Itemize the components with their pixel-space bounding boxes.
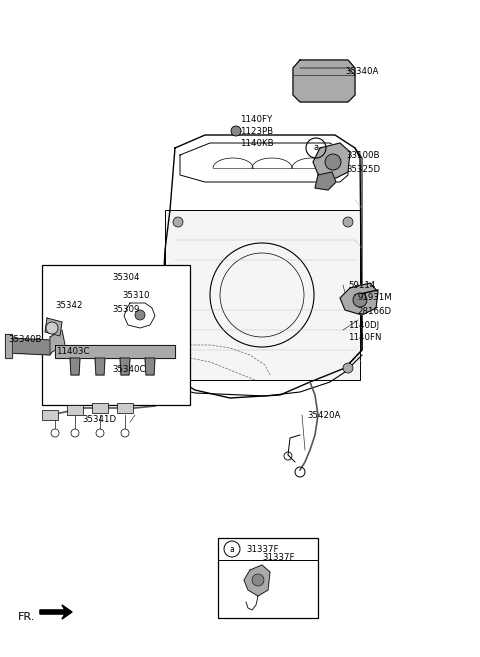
Polygon shape — [40, 605, 72, 619]
Text: 35340A: 35340A — [345, 68, 378, 76]
Circle shape — [343, 217, 353, 227]
Text: 35340C: 35340C — [112, 365, 145, 374]
Circle shape — [325, 154, 341, 170]
Polygon shape — [5, 334, 12, 358]
Circle shape — [173, 217, 183, 227]
Text: FR.: FR. — [18, 612, 36, 622]
Text: 1140DJ: 1140DJ — [348, 321, 379, 330]
Polygon shape — [45, 318, 62, 336]
Text: 35310: 35310 — [122, 290, 149, 300]
Text: 35304: 35304 — [112, 273, 140, 283]
Text: 35325D: 35325D — [346, 166, 380, 175]
Circle shape — [252, 574, 264, 586]
Circle shape — [71, 429, 79, 437]
Text: 35309: 35309 — [112, 306, 139, 315]
Text: 1140KB: 1140KB — [240, 139, 274, 148]
Circle shape — [173, 363, 183, 373]
Polygon shape — [313, 143, 350, 178]
Polygon shape — [50, 330, 65, 355]
Bar — [165, 210, 360, 380]
Polygon shape — [315, 172, 336, 190]
Circle shape — [51, 429, 59, 437]
Circle shape — [353, 293, 367, 307]
Text: 35340B: 35340B — [8, 336, 41, 344]
Polygon shape — [70, 358, 80, 375]
Text: 1140FY: 1140FY — [240, 116, 272, 124]
Text: 35341D: 35341D — [82, 415, 116, 424]
Text: 33100B: 33100B — [346, 150, 380, 160]
Bar — [92, 403, 108, 413]
Bar — [42, 410, 58, 420]
Bar — [218, 538, 318, 618]
Polygon shape — [55, 345, 175, 358]
Text: 35342: 35342 — [55, 300, 83, 309]
Text: 1140FN: 1140FN — [348, 334, 382, 342]
Text: a: a — [313, 143, 319, 152]
Circle shape — [135, 310, 145, 320]
Text: 11403C: 11403C — [56, 348, 89, 357]
Polygon shape — [244, 565, 270, 596]
Text: 31337F: 31337F — [262, 553, 295, 562]
Polygon shape — [145, 358, 155, 375]
Text: 91931M: 91931M — [357, 294, 392, 302]
Text: a: a — [229, 545, 234, 553]
Text: 31337F: 31337F — [246, 545, 278, 553]
Polygon shape — [120, 358, 130, 375]
Bar — [117, 403, 133, 413]
Bar — [67, 405, 83, 415]
Circle shape — [96, 429, 104, 437]
Circle shape — [231, 126, 241, 136]
Polygon shape — [293, 60, 355, 102]
Text: 1123PB: 1123PB — [240, 127, 273, 137]
Circle shape — [343, 363, 353, 373]
Circle shape — [46, 322, 58, 334]
Text: 28166D: 28166D — [357, 307, 391, 315]
Polygon shape — [340, 283, 378, 315]
Bar — [42, 265, 190, 405]
Polygon shape — [8, 338, 50, 355]
Text: 59114: 59114 — [348, 281, 375, 290]
Text: 35420A: 35420A — [307, 411, 340, 420]
Circle shape — [121, 429, 129, 437]
Polygon shape — [95, 358, 105, 375]
